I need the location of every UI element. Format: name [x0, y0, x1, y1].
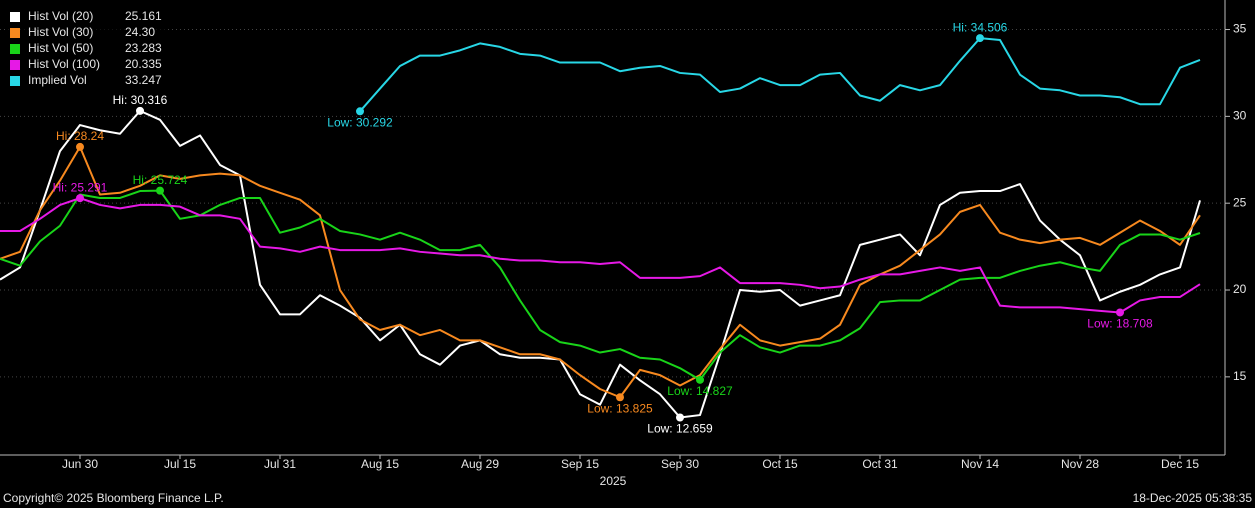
x-axis-label: 2025 — [600, 474, 627, 488]
hi-label: Hi: 34.506 — [953, 20, 1008, 34]
legend-label: Hist Vol (30) — [28, 25, 93, 39]
legend-value: 33.247 — [125, 73, 162, 87]
x-tick-label: Sep 30 — [661, 457, 699, 471]
x-tick-label: Aug 15 — [361, 457, 399, 471]
hi-marker — [76, 194, 84, 203]
legend-swatch — [10, 12, 20, 22]
x-tick-label: Oct 31 — [862, 457, 898, 471]
hi-label: Hi: 28.24 — [56, 129, 104, 143]
low-label: Low: 18.708 — [1087, 317, 1153, 331]
legend-value: 25.161 — [125, 9, 162, 23]
legend-swatch — [10, 44, 20, 54]
series-line — [359, 37, 1201, 112]
footer-right: 18-Dec-2025 05:38:35 — [1133, 491, 1253, 505]
y-tick-label: 30 — [1233, 109, 1247, 123]
series-line — [0, 197, 1201, 314]
legend: Hist Vol (20) 25.161 Hist Vol (30) 24.30 His… — [5, 5, 165, 91]
hi-marker — [156, 186, 164, 195]
x-tick-label: Aug 29 — [461, 457, 499, 471]
series-line — [0, 145, 1201, 399]
hi-label: Hi: 25.724 — [133, 173, 188, 187]
hi-label: Hi: 30.316 — [113, 93, 168, 107]
legend-swatch — [10, 76, 20, 86]
y-tick-label: 15 — [1233, 369, 1247, 383]
low-marker — [616, 393, 624, 402]
hi-marker — [976, 34, 984, 43]
low-label: Low: 14.827 — [667, 384, 733, 398]
legend-label: Hist Vol (50) — [28, 41, 93, 55]
legend-value: 20.335 — [125, 57, 162, 71]
footer-left: Copyright© 2025 Bloomberg Finance L.P. — [3, 491, 224, 505]
legend-label: Implied Vol — [28, 73, 87, 87]
series-line — [0, 109, 1201, 419]
x-tick-label: Nov 28 — [1061, 457, 1099, 471]
x-tick-label: Dec 15 — [1161, 457, 1199, 471]
legend-value: 23.283 — [125, 41, 162, 55]
legend-label: Hist Vol (20) — [28, 9, 93, 23]
x-tick-label: Jul 15 — [164, 457, 196, 471]
low-marker — [356, 107, 364, 116]
x-tick-label: Oct 15 — [762, 457, 798, 471]
legend-swatch — [10, 60, 20, 70]
low-label: Low: 12.659 — [647, 422, 713, 436]
hi-marker — [76, 142, 84, 151]
legend-label: Hist Vol (100) — [28, 57, 100, 71]
y-tick-label: 20 — [1233, 282, 1247, 296]
legend-swatch — [10, 28, 20, 38]
hi-label: Hi: 25.291 — [53, 180, 108, 194]
legend-value: 24.30 — [125, 25, 155, 39]
y-tick-label: 35 — [1233, 22, 1247, 36]
low-label: Low: 30.292 — [327, 115, 393, 129]
x-tick-label: Nov 14 — [961, 457, 999, 471]
low-label: Low: 13.825 — [587, 401, 653, 415]
legend-box — [5, 5, 165, 91]
low-marker — [696, 375, 704, 384]
y-tick-label: 25 — [1233, 195, 1247, 209]
x-tick-label: Jul 31 — [264, 457, 296, 471]
hi-marker — [136, 106, 144, 115]
x-tick-label: Jun 30 — [62, 457, 98, 471]
low-marker — [1116, 308, 1124, 317]
x-tick-label: Sep 15 — [561, 457, 599, 471]
low-marker — [676, 413, 684, 422]
